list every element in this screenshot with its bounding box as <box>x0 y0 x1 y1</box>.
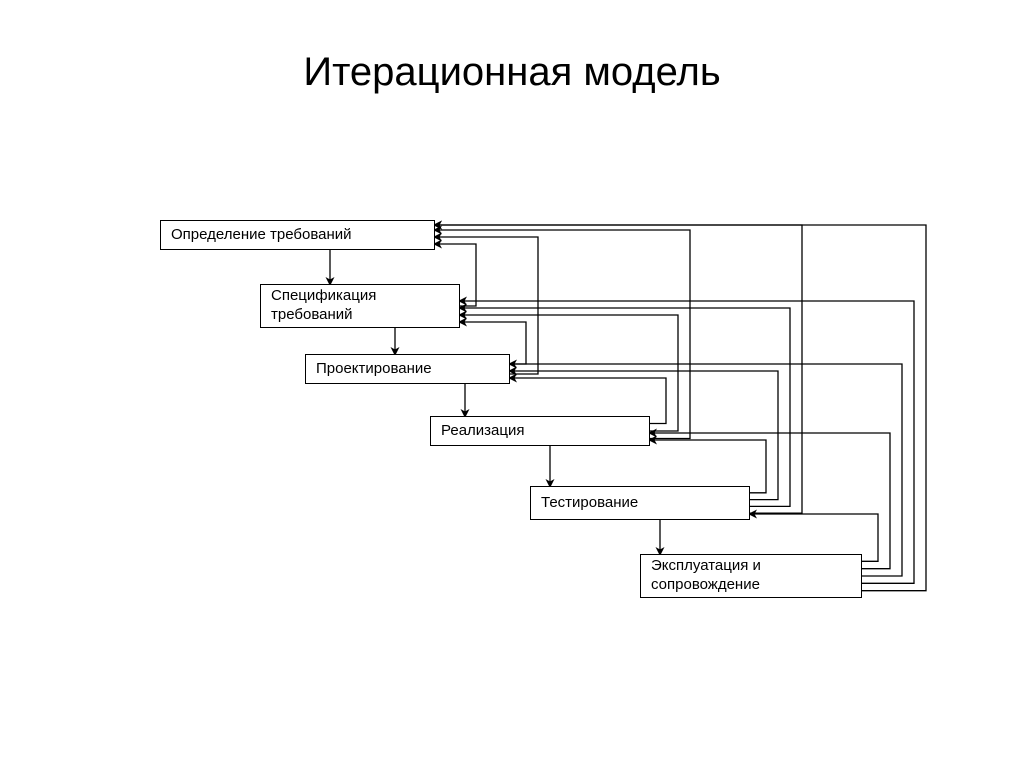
flowchart-node-label: Эксплуатация исопровождение <box>651 557 761 595</box>
flowchart-node-label: Реализация <box>441 422 524 441</box>
diagram-stage: Определение требований Спецификациятребов… <box>0 0 1024 767</box>
flowchart-node-label: Проектирование <box>316 360 432 379</box>
flowchart-node: Определение требований <box>160 220 435 250</box>
flowchart-node-label: Определение требований <box>171 226 352 245</box>
flowchart-node: Проектирование <box>305 354 510 384</box>
diagram-lines <box>0 0 1024 767</box>
flowchart-node: Эксплуатация исопровождение <box>640 554 862 598</box>
flowchart-node-label: Спецификациятребований <box>271 287 376 325</box>
flowchart-node: Спецификациятребований <box>260 284 460 328</box>
flowchart-node-label: Тестирование <box>541 494 638 513</box>
flowchart-node: Реализация <box>430 416 650 446</box>
flowchart-node: Тестирование <box>530 486 750 520</box>
